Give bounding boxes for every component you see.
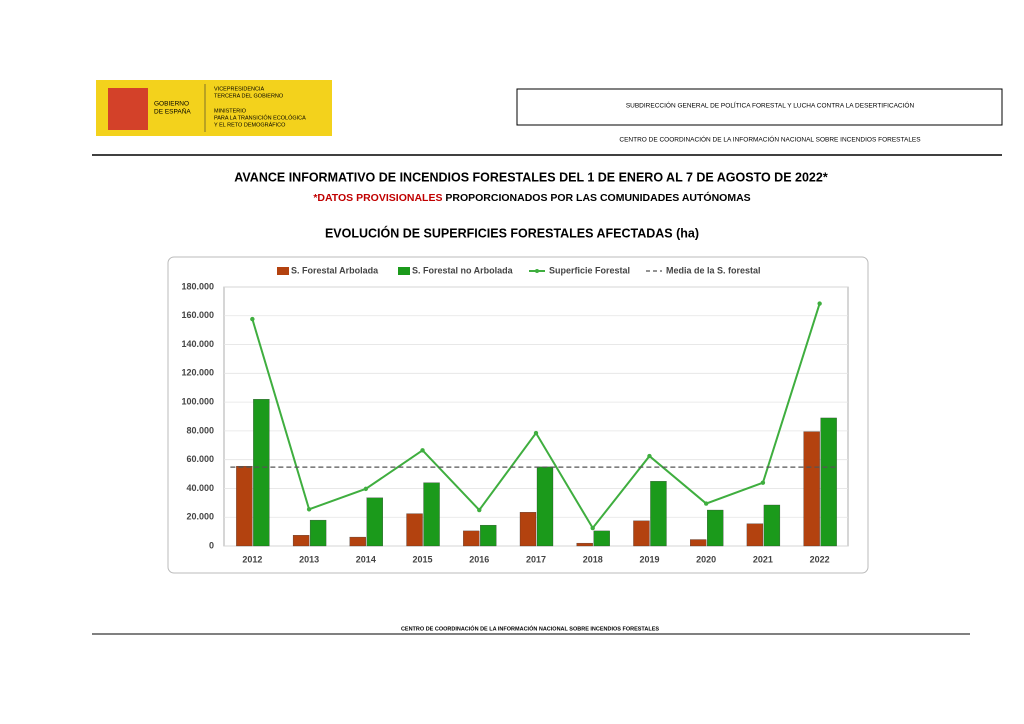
- legend-label: Media de la S. forestal: [666, 265, 761, 275]
- point: [647, 453, 652, 459]
- coat-of-arms: [108, 88, 148, 130]
- logo-text: PARA LA TRANSICIÓN ECOLÓGICA: [214, 114, 306, 121]
- point: [363, 486, 369, 492]
- logo-text: GOBIERNO: [154, 101, 189, 108]
- bar: [536, 466, 554, 547]
- y-tick-label: 0: [209, 540, 214, 550]
- point: [590, 525, 595, 531]
- bar: [803, 431, 820, 547]
- point: [703, 501, 709, 506]
- point: [420, 448, 425, 453]
- logo-text: DE ESPAÑA: [154, 107, 191, 116]
- bar: [763, 504, 781, 547]
- bar: [746, 523, 764, 547]
- bar: [480, 524, 497, 547]
- x-tick-label: 2021: [753, 554, 773, 564]
- point: [533, 430, 539, 436]
- bar: [707, 509, 724, 547]
- point: [306, 507, 312, 512]
- y-tick-label: 140.000: [181, 339, 214, 349]
- legend-label: S. Forestal Arbolada: [291, 265, 379, 275]
- y-tick-label: 180.000: [181, 281, 214, 291]
- y-tick-label: 20.000: [186, 512, 214, 522]
- footer: CENTRO DE COORDINACIÓN DE LA INFORMACIÓN…: [401, 624, 659, 632]
- bar: [650, 481, 667, 547]
- x-tick-label: 2022: [810, 554, 830, 564]
- subtitle-highlight: *DATOS PROVISIONALES: [313, 192, 442, 204]
- header-subdirection: SUBDIRECCIÓN GENERAL DE POLÍTICA FORESTA…: [626, 101, 915, 110]
- bar: [349, 536, 366, 547]
- legend-swatch: [398, 267, 410, 275]
- logo-text: VICEPRESIDENCIA: [214, 86, 264, 92]
- x-tick-label: 2013: [299, 554, 319, 564]
- chart-title: EVOLUCIÓN DE SUPERFICIES FORESTALES AFEC…: [325, 225, 699, 240]
- y-tick-label: 120.000: [181, 368, 214, 378]
- chart: 0 20.000 40.000 60.000 80.000 100.000 120.000 1…: [181, 265, 848, 564]
- x-tick-label: 2020: [696, 554, 716, 564]
- y-tick-label: 80.000: [186, 425, 214, 435]
- logo-text: Y EL RETO DEMOGRÁFICO: [214, 121, 286, 128]
- page-subtitle: *DATOS PROVISIONALES PROPORCIONADOS POR …: [313, 191, 750, 204]
- point: [817, 301, 822, 306]
- header-box: [516, 88, 1003, 126]
- x-tick-label: 2015: [413, 554, 433, 564]
- subtitle-rest: PROPORCIONADOS POR LAS COMUNIDADES AUTÓN…: [445, 191, 750, 204]
- y-tick-label: 160.000: [181, 310, 214, 320]
- bar: [309, 519, 327, 547]
- point: [250, 316, 255, 322]
- x-tick-label: 2019: [639, 554, 659, 564]
- bar: [236, 465, 253, 547]
- y-tick-label: 60.000: [186, 454, 214, 464]
- legend-swatch: [535, 269, 539, 273]
- bar: [519, 512, 537, 547]
- legend-swatch: [277, 267, 289, 275]
- bar: [820, 417, 837, 547]
- header-center: CENTRO DE COORDINACIÓN DE LA INFORMACIÓN…: [619, 135, 921, 144]
- bar: [366, 497, 383, 547]
- logo-text: TERCERA DEL GOBIERNO: [214, 93, 284, 99]
- logo-text: MINISTERIO: [214, 108, 247, 114]
- bar: [633, 520, 650, 547]
- bar: [253, 399, 270, 547]
- bar: [423, 482, 440, 547]
- x-tick-label: 2012: [242, 554, 262, 564]
- bar: [406, 513, 423, 547]
- x-tick-label: 2016: [469, 554, 489, 564]
- point: [760, 480, 766, 485]
- legend-label: S. Forestal no Arbolada: [412, 265, 514, 275]
- bar: [292, 535, 310, 547]
- y-tick-label: 40.000: [186, 483, 214, 493]
- x-tick-label: 2018: [583, 554, 603, 564]
- bar: [576, 542, 593, 547]
- chart-frame: [167, 256, 869, 574]
- x-tick-label: 2017: [526, 554, 546, 564]
- bar: [463, 530, 480, 547]
- point: [477, 507, 482, 513]
- legend-label: Superficie Forestal: [549, 265, 630, 275]
- bar: [690, 539, 707, 547]
- y-tick-label: 100.000: [181, 396, 214, 406]
- page-title: AVANCE INFORMATIVO DE INCENDIOS FORESTAL…: [234, 170, 828, 184]
- x-tick-label: 2014: [356, 554, 376, 564]
- bar: [593, 530, 610, 547]
